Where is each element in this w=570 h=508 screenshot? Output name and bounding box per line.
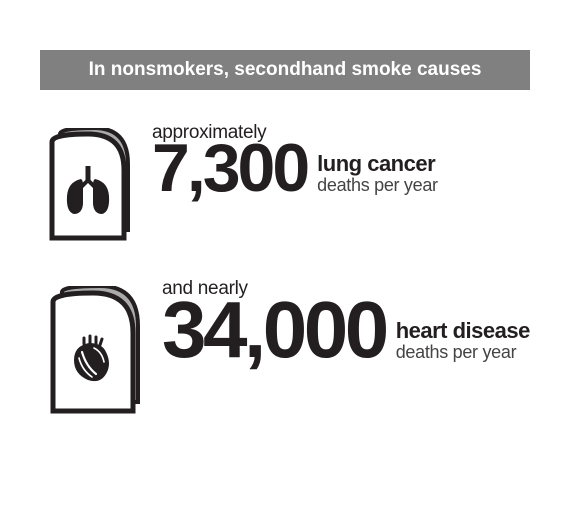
header-bar: In nonsmokers, secondhand smoke causes [40, 50, 530, 90]
lungs-icon [46, 128, 136, 243]
tombstone-heart [46, 286, 146, 421]
stat-text-block: approximately 7,300 lung cancer deaths p… [152, 120, 438, 202]
unit-label: deaths per year [396, 343, 530, 363]
stat-lung-cancer: approximately 7,300 lung cancer deaths p… [40, 120, 530, 248]
stat-row: 7,300 lung cancer deaths per year [152, 134, 438, 202]
stat-row: 34,000 heart disease deaths per year [162, 290, 530, 370]
side-labels: lung cancer deaths per year [317, 140, 438, 196]
stat-number: 34,000 [162, 290, 386, 370]
side-labels: heart disease deaths per year [396, 297, 530, 363]
heart-icon [46, 286, 146, 416]
header-text: In nonsmokers, secondhand smoke causes [89, 59, 482, 80]
unit-label: deaths per year [317, 176, 438, 196]
cause-label: lung cancer [317, 152, 438, 176]
stat-number: 7,300 [152, 134, 307, 202]
stat-heart-disease: and nearly 34,000 heart disease deaths p… [40, 278, 530, 421]
stat-text-block: and nearly 34,000 heart disease deaths p… [162, 278, 530, 370]
tombstone-lungs [46, 128, 136, 248]
cause-label: heart disease [396, 319, 530, 343]
